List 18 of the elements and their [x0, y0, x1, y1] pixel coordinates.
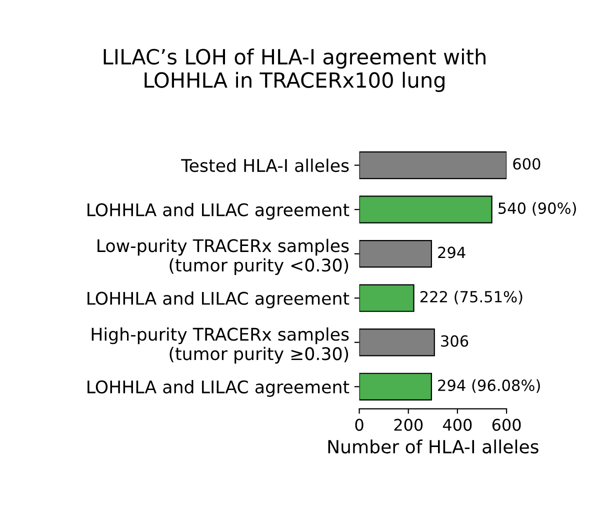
data-label: 294 [438, 246, 466, 258]
x-tick-label: 400 [442, 418, 472, 431]
x-axis-title: Number of HLA-I alleles [328, 440, 538, 454]
data-label: 600 [513, 158, 540, 170]
x-tick-label: 600 [492, 418, 521, 431]
data-label: 540 (90%) [498, 202, 576, 216]
y-tick-label: Low-purity TRACERx samples (tumor purity <0.30) [98, 238, 349, 276]
y-tick-label: High-purity TRACERx samples (tumor purity ≥0.30) [92, 327, 349, 364]
data-label: 306 [441, 335, 468, 347]
y-tick-label: LOHHLA and LILAC agreement [88, 291, 350, 308]
x-tick-label: 200 [394, 418, 423, 431]
chart-title: LILAC’s LOH of HLA-I agreement with LOHHLA in TRACERx100 lung [104, 48, 486, 92]
x-tick-label: 0 [355, 418, 364, 431]
y-tick-label: LOHHLA and LILAC agreement [88, 202, 350, 220]
data-label: 294 (96.08%) [438, 379, 540, 393]
y-tick-label: Tested HLA-I alleles [181, 158, 349, 172]
y-tick-label: LOHHLA and LILAC agreement [88, 380, 350, 397]
data-label: 222 (75.51%) [420, 290, 522, 304]
